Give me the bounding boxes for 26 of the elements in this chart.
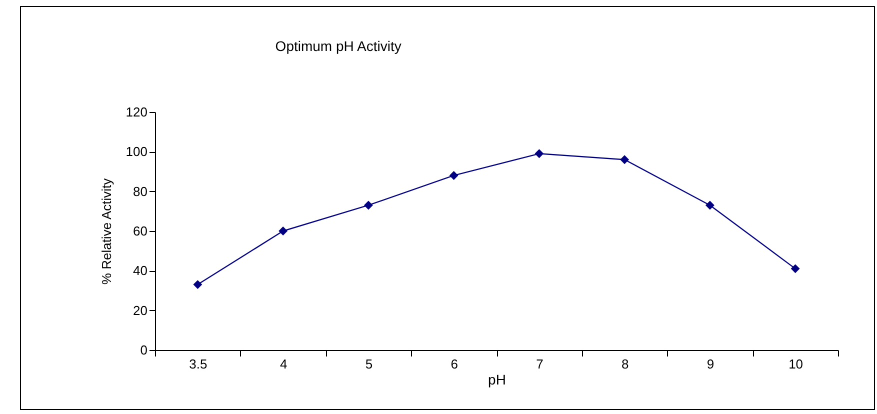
y-tick-label: 20 (133, 302, 148, 318)
x-tick-label: 8 (621, 356, 629, 372)
y-tick-label: 0 (140, 342, 148, 358)
point (620, 155, 630, 164)
x-tick-label: 9 (706, 356, 714, 372)
y-tick-label: 80 (133, 184, 148, 199)
x-tick-label: 4 (280, 356, 288, 372)
x-tick-label: 10 (788, 356, 804, 372)
point (534, 149, 544, 158)
x-tick-label: 7 (536, 356, 544, 372)
y-tick-label: 120 (126, 104, 148, 120)
y-axis-title: % Relative Activity (98, 178, 114, 285)
y-tick-label: 40 (133, 263, 148, 278)
x-tick-label: 5 (365, 356, 373, 372)
point (790, 264, 800, 274)
point (278, 226, 288, 236)
y-tick-label: 60 (133, 224, 148, 238)
x-axis-title: pH (488, 372, 506, 388)
chart-title: Optimum pH Activity (275, 38, 402, 54)
y-tick-label: 100 (126, 144, 148, 160)
point (364, 200, 373, 210)
point (193, 280, 202, 290)
x-tick-label: 3.5 (189, 356, 208, 372)
point (449, 170, 458, 180)
x-tick-label: 6 (450, 356, 458, 372)
point (705, 200, 714, 210)
